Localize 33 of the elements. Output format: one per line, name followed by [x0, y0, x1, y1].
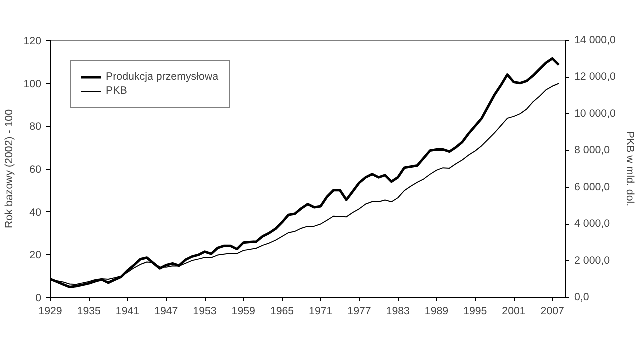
x-tick-label: 1941: [116, 306, 140, 318]
y2-tick-label: 6 000,0: [574, 181, 610, 194]
legend-label: PKB: [106, 85, 128, 97]
y2-axis-title: PKB w mld. dol.: [624, 131, 636, 207]
y2-tick-label: 12 000,0: [574, 71, 616, 84]
x-tick-label: 1983: [386, 306, 410, 318]
x-tick-label: 1977: [348, 306, 372, 318]
y-tick-label: 60: [30, 164, 42, 176]
x-tick-label: 1971: [309, 306, 333, 318]
x-tick-label: 1929: [38, 306, 62, 318]
y2-tick-label: 10 000,0: [574, 108, 616, 120]
y2-tick-label: 8 000,0: [574, 144, 610, 157]
x-tick-label: 1995: [464, 306, 488, 318]
x-tick-label: 1989: [424, 306, 449, 318]
y2-tick-label: 14 000,0: [574, 34, 616, 46]
x-tick-label: 1947: [154, 306, 178, 318]
x-tick-label: 1965: [270, 306, 294, 318]
y-tick-label: 80: [30, 121, 42, 134]
y-axis-title: Rok bazowy (2002) - 100: [4, 109, 16, 229]
x-tick-label: 1935: [77, 306, 102, 318]
y2-tick-label: 0,0: [574, 292, 590, 304]
y-tick-label: 100: [24, 78, 42, 90]
legend-label: Produkcja przemysłowa: [106, 71, 219, 83]
y-tick-label: 40: [30, 206, 42, 219]
x-tick-label: 2001: [502, 306, 526, 318]
x-tick-label: 1953: [193, 306, 217, 318]
y2-tick-label: 4 000,0: [574, 218, 610, 230]
y-tick-label: 20: [30, 250, 42, 262]
x-tick-label: 2007: [540, 306, 565, 318]
x-tick-label: 1959: [232, 306, 256, 318]
y-tick-label: 120: [24, 36, 42, 48]
y-tick-label: 0: [36, 292, 42, 304]
y2-tick-label: 2 000,0: [574, 254, 610, 267]
